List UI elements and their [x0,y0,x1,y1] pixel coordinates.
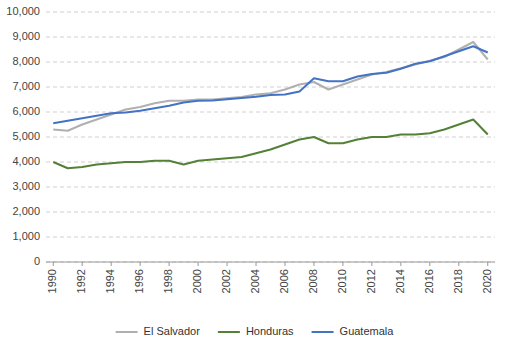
x-tick-label: 2004 [249,269,261,293]
legend-item: El Salvador [116,325,201,337]
x-tick-label: 1992 [75,269,87,293]
grid-line [46,12,495,13]
y-tick-label: 7,000 [12,80,40,92]
x-tick [227,262,228,266]
x-tick-label: 2010 [336,269,348,293]
legend-item: Guatemala [312,325,395,337]
legend-swatch [116,331,138,333]
grid-line [46,212,495,213]
x-tick [342,262,343,266]
y-tick-label: 6,000 [12,105,40,117]
y-tick-label: 3,000 [12,180,40,192]
x-tick [53,262,54,266]
y-tick-label: 10,000 [6,5,40,17]
x-tick [198,262,199,266]
y-tick-label: 2,000 [12,205,40,217]
x-tick-label: 2012 [365,269,377,293]
x-tick-label: 1994 [104,269,116,293]
grid-line [46,37,495,38]
x-tick-label: 1996 [133,269,145,293]
x-tick-label: 1998 [162,269,174,293]
x-axis-line [46,262,495,263]
grid-line [46,187,495,188]
x-tick-label: 2008 [307,269,319,293]
y-tick-label: 5,000 [12,130,40,142]
x-tick [111,262,112,266]
y-tick-label: 9,000 [12,30,40,42]
legend-label: Guatemala [340,325,395,337]
x-axis: 1990 1992 1994 1996 1998 2000 2002 2004 2006 2008… [46,262,495,293]
grid-line [46,87,495,88]
series-line [53,46,488,123]
x-tick-label: 2006 [278,269,290,293]
legend-label: Honduras [246,325,294,337]
y-tick-label: 1,000 [12,230,40,242]
legend-swatch [218,331,240,333]
legend-item: Honduras [218,325,294,337]
x-tick [169,262,170,266]
legend-swatch [312,331,334,333]
series-line [53,120,488,169]
x-tick-label: 2014 [394,269,406,293]
x-tick-label: 2016 [423,269,435,293]
legend-label: El Salvador [144,325,201,337]
x-tick-label: 2018 [452,269,464,293]
x-tick [487,262,488,266]
x-tick [313,262,314,266]
x-tick [458,262,459,266]
x-tick [284,262,285,266]
legend: El Salvador Honduras Guatemala [116,325,395,337]
x-tick-label: 2020 [481,269,493,293]
x-tick-label: 2002 [220,269,232,293]
series-line [53,42,488,131]
grid-line [46,137,495,138]
y-axis: 0 1,000 2,000 3,000 4,000 5,000 6,000 7,000 8,00… [6,5,495,267]
x-tick-label: 1990 [46,269,58,293]
x-tick [400,262,401,266]
x-tick [82,262,83,266]
x-tick [140,262,141,266]
x-tick [256,262,257,266]
x-tick [371,262,372,266]
y-tick-label: 4,000 [12,155,40,167]
y-tick-label: 0 [34,255,40,267]
grid-line [46,262,495,263]
x-tick-label: 2000 [191,269,203,293]
grid-line [46,237,495,238]
lines [53,42,488,168]
y-tick-label: 8,000 [12,55,40,67]
chart: 0 1,000 2,000 3,000 4,000 5,000 6,000 7,000 8,00… [0,0,509,344]
x-tick [429,262,430,266]
